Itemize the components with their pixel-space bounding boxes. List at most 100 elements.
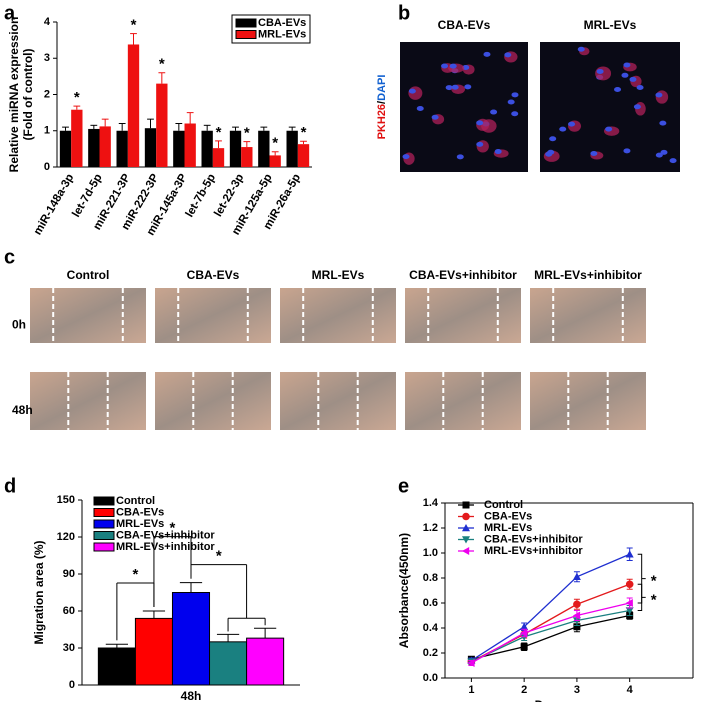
panel-letter: a: [4, 2, 16, 24]
bar: [209, 641, 248, 686]
scratch-image: [280, 372, 396, 430]
nucleus: [511, 111, 519, 117]
x-tick-label: 2: [521, 684, 527, 696]
panel-letter: d: [4, 475, 16, 497]
bar: [134, 617, 173, 686]
y-tick-label: 60: [63, 605, 75, 617]
bar: [229, 130, 242, 167]
bar: [297, 144, 310, 167]
series-line: [471, 553, 630, 662]
nucleus: [451, 84, 459, 90]
y-axis-label: Migration area (%): [32, 540, 46, 644]
legend-swatch: [93, 508, 115, 517]
x-tick-label: 48h: [181, 689, 202, 702]
significance: *: [216, 548, 222, 565]
nucleus: [629, 76, 637, 82]
nucleus: [464, 84, 472, 90]
column-header: Control: [67, 268, 110, 282]
nucleus: [476, 141, 484, 147]
column-header: CBA-EVs: [438, 18, 491, 32]
column-header: MRL-EVs: [312, 268, 365, 282]
bar: [171, 592, 211, 686]
significance: *: [132, 566, 138, 583]
row-header: 0h: [12, 318, 26, 332]
y-tick-label: 0.4: [423, 622, 439, 634]
nucleus: [476, 120, 484, 126]
bar: [286, 130, 298, 167]
nucleus: [402, 154, 410, 160]
nucleus: [659, 120, 667, 126]
legend-label: CBA-EVs+inhibitor: [484, 533, 583, 545]
x-tick-label: 3: [574, 684, 580, 696]
column-header: CBA-EVs: [187, 268, 240, 282]
panel-letter: b: [398, 2, 410, 24]
bar: [241, 147, 253, 167]
nucleus: [636, 85, 644, 91]
nucleus: [408, 88, 416, 94]
bar: [116, 130, 128, 167]
scratch-image: [30, 372, 146, 430]
marker: [520, 629, 528, 637]
significance: *: [159, 56, 165, 73]
nucleus: [655, 152, 663, 158]
y-tick-label: 1.2: [423, 522, 438, 534]
marker: [572, 611, 581, 620]
bar: [97, 647, 136, 686]
nucleus: [511, 92, 519, 98]
red-stain: [595, 66, 612, 81]
significance: *: [651, 573, 657, 590]
legend-marker: [462, 524, 470, 532]
bar: [258, 130, 270, 167]
y-tick-label: 3: [44, 52, 50, 64]
bar: [269, 155, 281, 167]
marker: [467, 659, 475, 667]
y-tick-label: 150: [57, 494, 75, 506]
scratch-image: [530, 372, 646, 430]
y-tick-label: 4: [44, 16, 51, 28]
legend-label: CBA-EVs: [258, 17, 306, 29]
legend-label: CBA-EVs+inhibitor: [116, 529, 215, 541]
nucleus: [431, 114, 439, 120]
legend-swatch: [93, 496, 115, 506]
legend-label: MRL-EVs+inhibitor: [116, 541, 215, 553]
legend-marker: [462, 536, 470, 544]
legend-marker: [462, 512, 470, 521]
nucleus: [445, 85, 453, 91]
scratch-image: [30, 288, 146, 343]
nucleus: [577, 46, 585, 52]
bracket: [637, 583, 646, 611]
row-header: 48h: [12, 403, 33, 417]
scratch-image: [280, 288, 396, 343]
y-tick-label: 0.6: [423, 597, 438, 609]
scratch-image: [155, 372, 271, 430]
x-tick-label: 1: [468, 684, 474, 696]
bar: [127, 44, 140, 167]
nucleus: [490, 109, 498, 115]
bar: [173, 130, 185, 167]
bar: [212, 148, 225, 167]
bar: [201, 130, 213, 167]
series-line: [471, 609, 630, 663]
significance: *: [272, 135, 278, 152]
panel-letter: e: [398, 475, 409, 497]
scratch-image: [530, 288, 646, 343]
legend-swatch: [93, 542, 115, 552]
y-tick-label: 0: [44, 161, 50, 173]
column-header: CBA-EVs+inhibitor: [409, 268, 517, 282]
scratch-image: [155, 288, 271, 343]
nucleus: [621, 72, 629, 78]
legend-label: Control: [484, 499, 523, 511]
bar: [246, 637, 285, 686]
micrograph: [540, 42, 680, 172]
nucleus: [494, 149, 502, 155]
marker: [573, 623, 581, 631]
nucleus: [559, 126, 567, 132]
legend-swatch: [93, 519, 115, 529]
bar: [156, 83, 168, 167]
nucleus: [456, 154, 464, 160]
bar: [144, 128, 157, 167]
significance: *: [74, 89, 80, 106]
legend-label: CBA-EVs: [484, 510, 532, 522]
legend-swatch: [93, 531, 115, 540]
bar: [99, 126, 111, 167]
